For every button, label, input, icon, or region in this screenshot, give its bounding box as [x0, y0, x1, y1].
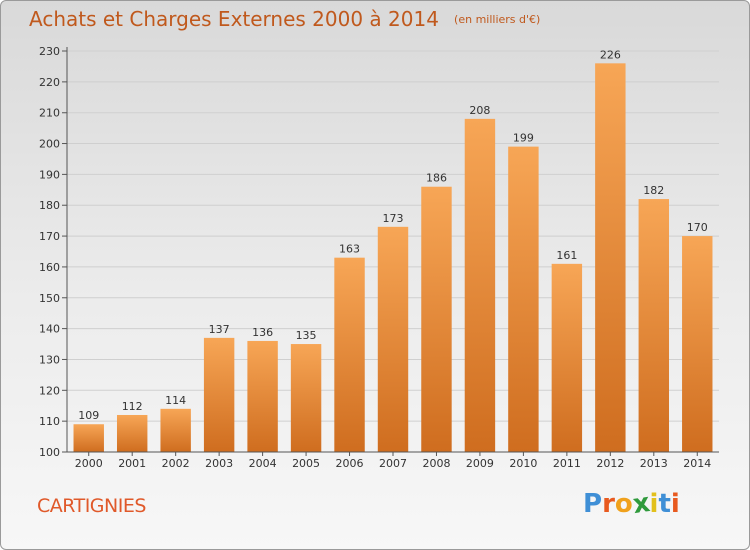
value-label-2004: 136 — [252, 326, 273, 339]
y-tick-label: 170 — [39, 230, 60, 243]
value-label-2008: 186 — [426, 172, 447, 185]
x-tick-label-2008: 2008 — [422, 457, 450, 470]
bar-2005 — [290, 344, 322, 452]
logo-letter: i — [670, 489, 680, 519]
x-tick-label-2004: 2004 — [249, 457, 277, 470]
logo-letter: t — [658, 489, 671, 519]
bar-2010 — [508, 146, 539, 452]
x-tick-label-2007: 2007 — [379, 457, 407, 470]
x-tick-label-2005: 2005 — [292, 457, 320, 470]
bar-2006 — [334, 257, 365, 452]
y-tick-label: 220 — [39, 76, 60, 89]
x-tick-label-2014: 2014 — [683, 457, 711, 470]
logo-letter: x — [630, 487, 652, 521]
value-label-2012: 226 — [600, 48, 621, 61]
logo-letter: P — [583, 489, 603, 519]
bar-2009 — [464, 118, 496, 452]
logo-letter: r — [602, 489, 615, 519]
bar-2008 — [421, 186, 452, 452]
value-label-2001: 112 — [122, 400, 143, 413]
logo-letter: o — [614, 489, 633, 519]
x-tick-label-2006: 2006 — [336, 457, 364, 470]
value-label-2010: 199 — [513, 132, 534, 145]
bar-2004 — [247, 340, 278, 452]
bar-2011 — [551, 263, 583, 452]
chart-title: Achats et Charges Externes 2000 à 2014 — [29, 7, 439, 31]
value-label-2014: 170 — [687, 221, 708, 234]
value-label-2013: 182 — [643, 184, 664, 197]
x-tick-label-2003: 2003 — [205, 457, 233, 470]
value-label-2002: 114 — [165, 394, 186, 407]
value-label-2005: 135 — [296, 329, 317, 342]
y-tick-label: 160 — [39, 261, 60, 274]
y-tick-label: 190 — [39, 168, 60, 181]
y-tick-label: 110 — [39, 415, 60, 428]
logo-letter: i — [649, 489, 659, 519]
y-tick-label: 100 — [39, 446, 60, 459]
x-tick-label-2002: 2002 — [162, 457, 190, 470]
bar-2007 — [377, 226, 409, 452]
bar-2000 — [73, 424, 104, 452]
place-name: CARTIGNIES — [37, 495, 146, 517]
y-tick-label: 230 — [39, 45, 60, 58]
value-label-2000: 109 — [78, 409, 99, 422]
chart-subtitle: (en milliers d'€) — [454, 13, 541, 26]
bar-2001 — [116, 414, 148, 452]
x-tick-label-2009: 2009 — [466, 457, 494, 470]
value-label-2003: 137 — [209, 323, 230, 336]
y-tick-label: 130 — [39, 353, 60, 366]
bar-2014 — [682, 236, 713, 452]
y-tick-label: 180 — [39, 199, 60, 212]
y-tick-label: 210 — [39, 107, 60, 120]
value-label-2011: 161 — [556, 249, 577, 262]
x-tick-label-2010: 2010 — [509, 457, 537, 470]
value-label-2006: 163 — [339, 243, 360, 256]
y-tick-label: 120 — [39, 384, 60, 397]
bar-2012 — [595, 63, 626, 452]
x-tick-label-2011: 2011 — [553, 457, 581, 470]
x-tick-label-2000: 2000 — [75, 457, 103, 470]
value-label-2007: 173 — [383, 212, 404, 225]
y-tick-label: 150 — [39, 292, 60, 305]
y-tick-label: 200 — [39, 138, 60, 151]
chart-title-block: Achats et Charges Externes 2000 à 2014 (… — [29, 7, 540, 31]
bar-2013 — [638, 199, 670, 452]
value-label-2009: 208 — [469, 104, 490, 117]
x-tick-label-2013: 2013 — [640, 457, 668, 470]
x-tick-label-2001: 2001 — [118, 457, 146, 470]
bar-2002 — [160, 408, 191, 452]
bar-2003 — [203, 337, 235, 452]
y-tick-label: 140 — [39, 323, 60, 336]
x-tick-label-2012: 2012 — [596, 457, 624, 470]
proxiti-logo: Proxiti — [583, 487, 680, 521]
